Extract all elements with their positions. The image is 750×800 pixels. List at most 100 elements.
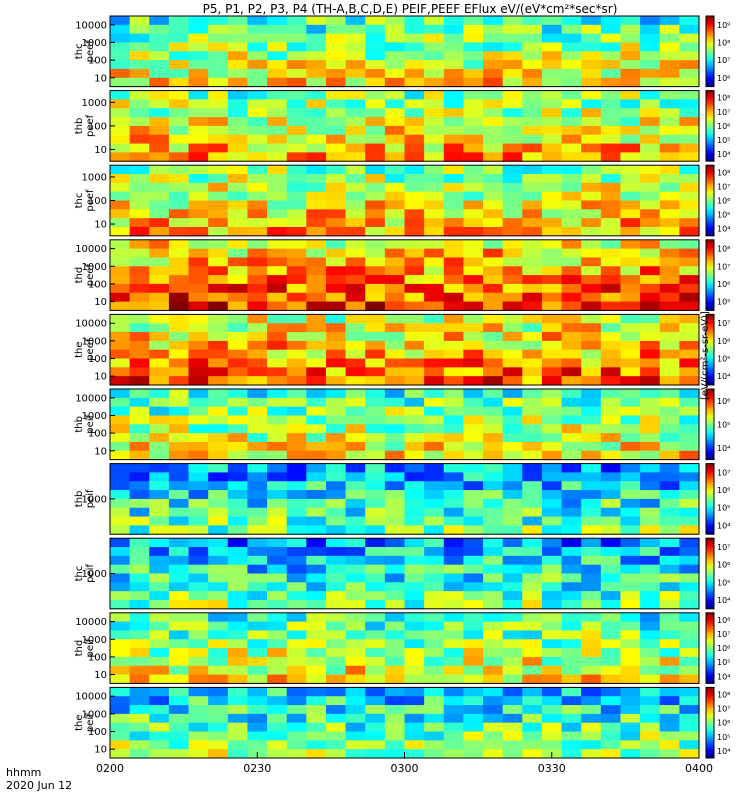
spectrogram-cell	[659, 301, 680, 311]
spectrogram-cell	[286, 389, 307, 399]
spectrogram-cell	[227, 301, 249, 311]
spectrogram-cell	[267, 99, 288, 109]
spectrogram-cell	[286, 450, 307, 461]
spectrogram-cell	[541, 143, 563, 153]
spectrogram-cell	[640, 472, 661, 482]
spectrogram-cell	[168, 538, 190, 548]
spectrogram-cell	[286, 433, 307, 443]
spectrogram-cell	[365, 16, 386, 26]
spectrogram-cell	[561, 257, 582, 267]
spectrogram-cell	[345, 424, 366, 434]
spectrogram-cell	[522, 24, 543, 35]
spectrogram-cell	[168, 292, 190, 303]
spectrogram-cell	[188, 397, 209, 408]
spectrogram-cell	[502, 389, 523, 399]
spectrogram-cell	[286, 599, 307, 610]
spectrogram-cell	[640, 143, 661, 153]
spectrogram-cell	[404, 406, 425, 417]
spectrogram-cell	[306, 200, 327, 210]
spectrogram-cell	[286, 481, 307, 491]
spectrogram-cell	[286, 424, 307, 434]
spectrogram-cell	[541, 665, 563, 676]
spectrogram-cell	[620, 99, 641, 109]
spectrogram-cell	[188, 687, 209, 697]
spectrogram-cell	[306, 507, 327, 518]
spectrogram-cell	[483, 77, 504, 88]
spectrogram-cell	[424, 507, 445, 518]
spectrogram-cell	[502, 143, 523, 153]
spectrogram-cell	[227, 713, 249, 724]
spectrogram-cell	[659, 200, 680, 210]
spectrogram-cell	[247, 275, 268, 285]
spectrogram-cell	[267, 125, 288, 136]
spectrogram-cell	[325, 665, 347, 676]
spectrogram-cell	[267, 143, 288, 153]
spectrogram-cell	[541, 191, 563, 202]
spectrogram-cell	[227, 209, 249, 219]
spectrogram-cell	[286, 283, 307, 294]
spectrogram-cell	[640, 283, 661, 294]
spectrogram-cell	[659, 490, 680, 500]
spectrogram-cell	[561, 740, 582, 750]
spectrogram-cell	[424, 573, 445, 583]
spectrogram-cell	[188, 731, 209, 741]
spectrogram-cell	[306, 639, 327, 649]
spectrogram-cell	[620, 349, 641, 360]
spectrogram-cell	[581, 591, 602, 601]
spectrogram-cell	[306, 648, 327, 658]
spectrogram-cell	[443, 463, 464, 474]
spectrogram-cell	[463, 16, 484, 26]
spectrogram-cell	[325, 656, 347, 667]
colorbar-tick-label: 10⁵	[717, 211, 730, 220]
spectrogram-cell	[483, 630, 504, 640]
spectrogram-cell	[483, 621, 504, 632]
spectrogram-cell	[267, 257, 288, 267]
spectrogram-cell	[325, 68, 347, 79]
spectrogram-cell	[443, 441, 464, 452]
spectrogram-cell	[345, 182, 366, 193]
spectrogram-cell	[384, 406, 406, 417]
spectrogram-cell	[129, 226, 150, 237]
spectrogram-cell	[110, 599, 131, 610]
spectrogram-cell	[345, 389, 366, 399]
spectrogram-cell	[286, 441, 307, 452]
spectrogram-cell	[345, 358, 366, 368]
spectrogram-cell	[443, 200, 464, 210]
colorbar-tick-label: 10⁷	[717, 705, 730, 714]
spectrogram-cell	[600, 648, 622, 658]
spectrogram-cell	[188, 555, 209, 566]
spectrogram-cell	[306, 16, 327, 26]
spectrogram-cell	[325, 51, 347, 61]
spectrogram-cell	[306, 415, 327, 425]
spectrogram-cell	[600, 340, 622, 351]
spectrogram-cell	[424, 656, 445, 667]
y-tick-label: 10000	[75, 692, 107, 703]
spectrogram-cell	[286, 564, 307, 575]
spectrogram-cell	[168, 612, 190, 623]
colorbar	[705, 463, 715, 535]
spectrogram-cell	[679, 283, 700, 294]
spectrogram-cell	[620, 248, 641, 259]
spectrogram-cell	[424, 441, 445, 452]
y-tick-label: 1000	[82, 569, 107, 580]
spectrogram-cell	[561, 463, 582, 474]
spectrogram-cell	[679, 507, 700, 518]
spectrogram-cell	[306, 525, 327, 535]
spectrogram-cell	[483, 389, 504, 399]
spectrogram-cell	[522, 406, 543, 417]
spectrogram-cell	[640, 323, 661, 333]
spectrogram-cell	[561, 16, 582, 26]
spectrogram-cell	[502, 174, 523, 184]
spectrogram-cell	[365, 749, 386, 759]
spectrogram-cell	[600, 332, 622, 342]
spectrogram-cell	[384, 397, 406, 408]
spectrogram-cell	[129, 630, 150, 640]
colorbar-tick-label: 10⁸	[717, 690, 730, 699]
spectrogram-cell	[463, 525, 484, 535]
spectrogram-cell	[581, 239, 602, 250]
spectrogram-cell	[247, 450, 268, 461]
spectrogram-cell	[404, 525, 425, 535]
spectrogram-cell	[188, 450, 209, 461]
spectrogram-cell	[110, 406, 131, 417]
spectrogram-cell	[286, 713, 307, 724]
